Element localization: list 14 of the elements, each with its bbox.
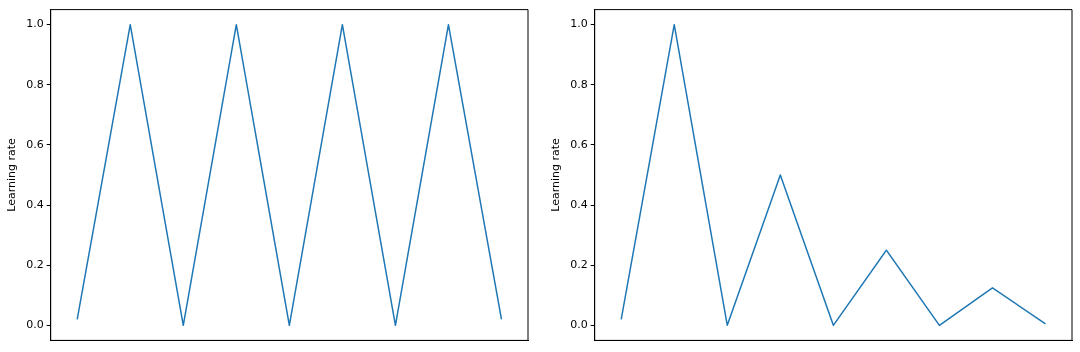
y-tick-label: 0.2: [570, 258, 588, 272]
y-tick-label: 0.4: [26, 197, 44, 211]
y-tick-label: 0.6: [570, 137, 588, 151]
y-tick-label: 0.8: [26, 77, 44, 91]
y-tick-label: 0.0: [570, 318, 588, 332]
y-axis-title: Learning rate: [5, 137, 19, 212]
y-tick-label: 0.6: [26, 137, 44, 151]
y-tick-label: 1.0: [570, 17, 588, 31]
y-tick-label: 0.0: [26, 318, 44, 332]
y-tick-label: 0.2: [26, 258, 44, 272]
y-axis-title: Learning rate: [549, 137, 563, 212]
y-tick-label: 1.0: [26, 17, 44, 31]
y-tick-label: 0.4: [570, 197, 588, 211]
y-tick-label: 0.8: [570, 77, 588, 91]
